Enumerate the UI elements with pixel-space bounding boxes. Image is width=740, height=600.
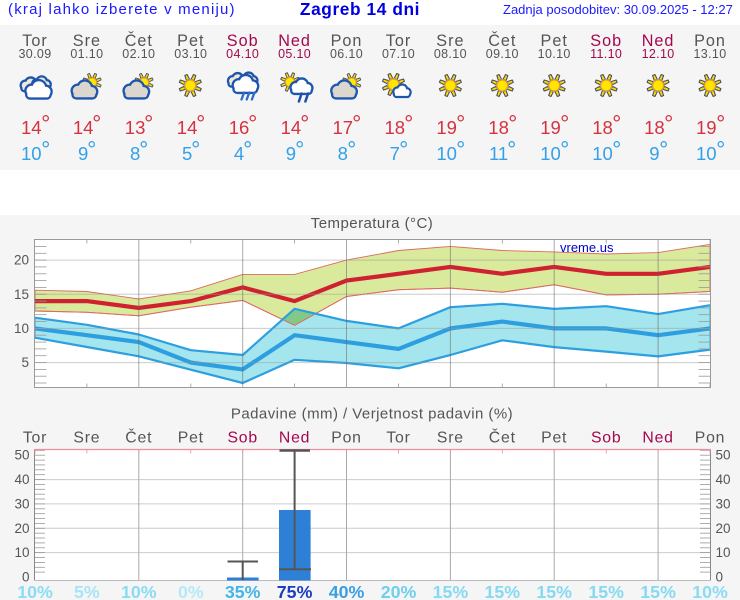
svg-text:75%: 75% — [277, 582, 313, 600]
svg-text:40%: 40% — [329, 582, 365, 600]
svg-text:35%: 35% — [225, 582, 261, 600]
svg-text:10: 10 — [716, 545, 731, 560]
svg-text:Sob: Sob — [591, 430, 622, 447]
svg-text:20%: 20% — [381, 582, 417, 600]
svg-text:30: 30 — [716, 496, 731, 511]
svg-text:Ned: Ned — [279, 430, 310, 447]
svg-text:Tor: Tor — [386, 430, 410, 447]
svg-text:10%: 10% — [121, 582, 157, 600]
svg-text:50: 50 — [716, 448, 731, 463]
svg-text:15%: 15% — [640, 582, 676, 600]
svg-text:Ned: Ned — [642, 430, 673, 447]
svg-text:40: 40 — [716, 472, 731, 487]
svg-text:Tor: Tor — [23, 430, 47, 447]
svg-text:Pon: Pon — [695, 430, 726, 447]
svg-text:30: 30 — [14, 496, 29, 511]
svg-text:Čet: Čet — [489, 428, 516, 447]
svg-text:40: 40 — [14, 472, 29, 487]
svg-text:Pet: Pet — [541, 430, 567, 447]
svg-text:20: 20 — [14, 253, 29, 268]
svg-text:Čet: Čet — [125, 428, 152, 447]
svg-text:10%: 10% — [692, 582, 728, 600]
svg-text:Temperatura (°C): Temperatura (°C) — [311, 215, 433, 232]
svg-text:Sre: Sre — [73, 430, 100, 447]
svg-text:0: 0 — [716, 570, 724, 585]
svg-text:Padavine (mm) / Verjetnost pad: Padavine (mm) / Verjetnost padavin (%) — [231, 406, 513, 423]
svg-text:15%: 15% — [536, 582, 572, 600]
svg-text:10%: 10% — [17, 582, 53, 600]
svg-text:15%: 15% — [433, 582, 469, 600]
svg-text:0%: 0% — [178, 582, 204, 600]
svg-text:10: 10 — [14, 545, 29, 560]
svg-text:vreme.us: vreme.us — [560, 240, 614, 255]
svg-text:15%: 15% — [485, 582, 521, 600]
svg-text:Sre: Sre — [437, 430, 464, 447]
svg-text:15: 15 — [14, 287, 29, 302]
svg-text:20: 20 — [716, 521, 731, 536]
svg-text:10: 10 — [14, 321, 29, 336]
svg-text:Pet: Pet — [178, 430, 204, 447]
svg-text:5%: 5% — [74, 582, 100, 600]
svg-text:Pon: Pon — [331, 430, 362, 447]
svg-text:0: 0 — [22, 570, 30, 585]
svg-text:Sob: Sob — [227, 430, 258, 447]
svg-text:15%: 15% — [588, 582, 624, 600]
svg-text:5: 5 — [21, 355, 29, 370]
svg-text:20: 20 — [14, 521, 29, 536]
svg-text:50: 50 — [14, 448, 29, 463]
